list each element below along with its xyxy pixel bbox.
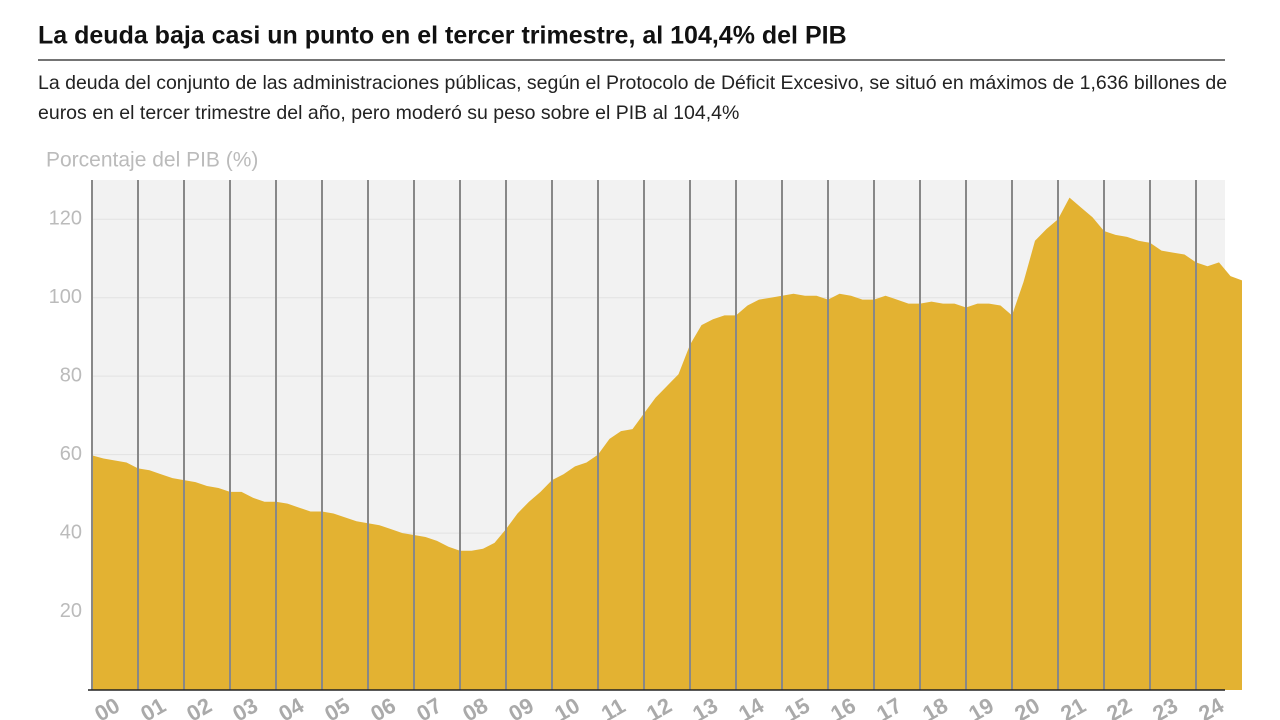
x-tick-label: 18 xyxy=(918,693,952,720)
x-tick-label: 09 xyxy=(504,693,538,720)
x-tick-label: 11 xyxy=(597,693,630,720)
x-tick-label: 20 xyxy=(1010,693,1044,720)
y-axis-title: Porcentaje del PIB (%) xyxy=(46,149,258,172)
x-tick-label: 05 xyxy=(320,693,354,720)
x-tick-label: 02 xyxy=(182,693,216,720)
x-tick-label: 07 xyxy=(412,693,446,720)
x-tick-label: 13 xyxy=(688,693,722,720)
x-tick-label: 00 xyxy=(90,693,124,720)
x-tick-label: 10 xyxy=(550,693,584,720)
x-tick-label: 14 xyxy=(734,692,768,720)
x-tick-label: 22 xyxy=(1102,693,1136,720)
y-tick-label: 80 xyxy=(60,364,82,386)
x-tick-label: 01 xyxy=(136,693,170,720)
x-tick-label: 19 xyxy=(964,693,998,720)
x-tick-label: 15 xyxy=(780,693,814,720)
x-tick-label: 23 xyxy=(1148,693,1182,720)
x-tick-label: 17 xyxy=(872,693,906,720)
x-tick-label: 21 xyxy=(1056,693,1090,720)
y-tick-label: 120 xyxy=(49,208,82,230)
x-tick-label: 04 xyxy=(274,692,308,720)
y-tick-label: 100 xyxy=(49,286,82,308)
y-tick-label: 40 xyxy=(60,521,82,543)
x-tick-label: 06 xyxy=(366,693,400,720)
chart-title: La deuda baja casi un punto en el tercer… xyxy=(38,22,847,50)
chart-subtitle: La deuda del conjunto de las administrac… xyxy=(38,72,1228,124)
y-tick-label: 60 xyxy=(60,443,82,465)
x-tick-label: 16 xyxy=(826,693,860,720)
x-tick-label: 03 xyxy=(228,693,262,720)
subtitle-box: La deuda del conjunto de las administrac… xyxy=(38,72,1228,124)
x-tick-label: 08 xyxy=(458,693,492,720)
area xyxy=(92,197,1242,690)
x-tick-label: 12 xyxy=(642,693,676,720)
y-tick-label: 20 xyxy=(60,600,82,622)
x-tick-label: 24 xyxy=(1194,692,1228,720)
